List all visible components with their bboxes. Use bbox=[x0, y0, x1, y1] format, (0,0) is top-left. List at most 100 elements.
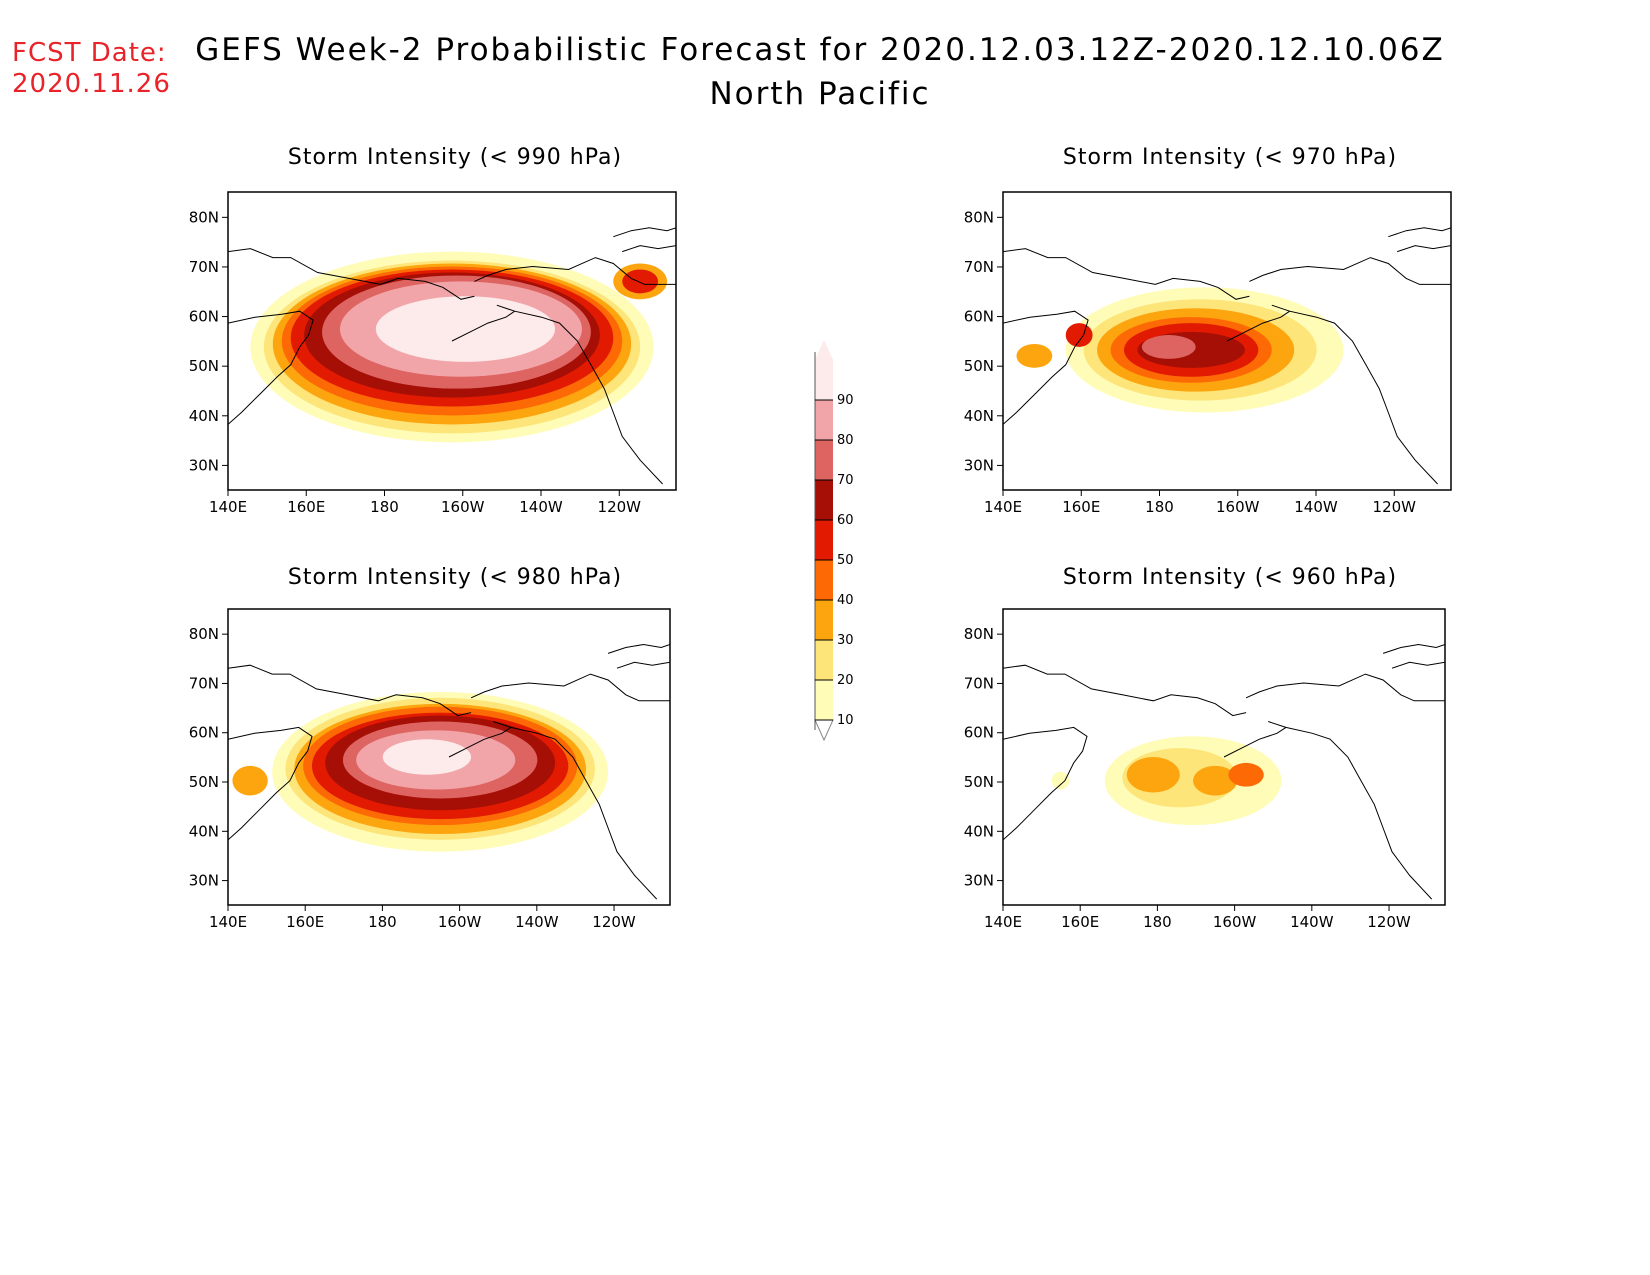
probability-shading bbox=[1016, 287, 1344, 413]
lat-tick-label: 70N bbox=[189, 258, 219, 276]
map-frame bbox=[227, 191, 677, 491]
forecast-date-value: 2020.11.26 bbox=[12, 69, 171, 99]
map-frame bbox=[227, 608, 671, 906]
lat-tick-label: 50N bbox=[964, 357, 994, 375]
lon-tick-label: 160E bbox=[286, 913, 324, 931]
lon-tick-label: 140E bbox=[209, 498, 247, 516]
lat-tick-label: 40N bbox=[964, 822, 994, 840]
lat-tick-label: 30N bbox=[189, 456, 219, 474]
probability-contour bbox=[1126, 757, 1180, 793]
lon-tick-label: 140E bbox=[209, 913, 247, 931]
map-frame bbox=[1002, 608, 1446, 906]
lon-tick-label: 160W bbox=[1213, 913, 1257, 931]
lat-tick-label: 40N bbox=[964, 407, 994, 425]
lon-tick-label: 140E bbox=[984, 913, 1022, 931]
probability-contour bbox=[1051, 771, 1070, 790]
coastline-segment bbox=[228, 664, 472, 717]
colorbar-label: 40 bbox=[837, 593, 854, 608]
coastline bbox=[1003, 643, 1445, 900]
colorbar-label: 50 bbox=[837, 553, 854, 568]
probability-shading bbox=[1051, 736, 1282, 826]
colorbar-segment bbox=[815, 560, 833, 600]
lat-tick-label: 60N bbox=[964, 308, 994, 326]
lat-tick-label: 60N bbox=[189, 724, 219, 742]
lon-tick-label: 160W bbox=[441, 498, 485, 516]
coastline-segment bbox=[228, 726, 313, 841]
coastline-segment bbox=[1388, 227, 1451, 238]
panel-title-960: Storm Intensity (< 960 hPa) bbox=[1062, 565, 1398, 590]
map-plot-area: 140E 160E 180 160W 140W 120W 80N 70N 60N 50N 40N 30… bbox=[189, 191, 677, 516]
lon-tick-label: 140W bbox=[1294, 498, 1338, 516]
probability-contour bbox=[382, 739, 472, 775]
colorbar-segment bbox=[815, 640, 833, 680]
lat-tick-label: 70N bbox=[964, 674, 994, 692]
colorbar-segment bbox=[815, 680, 833, 720]
page-subtitle: North Pacific bbox=[709, 76, 931, 112]
lon-tick-label: 120W bbox=[1367, 913, 1411, 931]
coastline-segment bbox=[1249, 257, 1451, 285]
panel-title-970: Storm Intensity (< 970 hPa) bbox=[1062, 145, 1398, 170]
lon-tick-label: 120W bbox=[592, 913, 636, 931]
lon-tick-label: 160E bbox=[1061, 913, 1099, 931]
lon-tick-label: 180 bbox=[370, 498, 399, 516]
probability-contour bbox=[1065, 323, 1093, 347]
colorbar: 10 20 30 40 50 60 70 80 90 bbox=[814, 340, 854, 742]
coastline-segment bbox=[1268, 721, 1433, 900]
page-title: GEFS Week-2 Probabilistic Forecast for 2… bbox=[195, 32, 1445, 68]
map-plot-area: 140E 160E 180 160W 140W 120W 80N 70N 60N 50N 40N 30… bbox=[189, 608, 671, 931]
coastline-segment bbox=[1223, 726, 1287, 758]
map-frame bbox=[1002, 191, 1452, 491]
map-panel-990: 140E 160E 180 160W 140W 120W 80N 70N 60N 50N 40N 30… bbox=[189, 191, 677, 516]
forecast-date: FCST Date: 2020.11.26 bbox=[12, 38, 171, 100]
probability-contour bbox=[232, 765, 268, 796]
lat-tick-label: 40N bbox=[189, 822, 219, 840]
lat-tick-label: 50N bbox=[189, 357, 219, 375]
probability-contour bbox=[375, 296, 556, 362]
probability-contour bbox=[1228, 762, 1264, 787]
lon-tick-label: 140W bbox=[519, 498, 563, 516]
coastline bbox=[228, 227, 676, 485]
lon-tick-label: 160W bbox=[438, 913, 482, 931]
colorbar-label: 10 bbox=[837, 713, 854, 728]
coastline-segment bbox=[228, 310, 314, 425]
map-panel-980: 140E 160E 180 160W 140W 120W 80N 70N 60N 50N 40N 30… bbox=[189, 608, 671, 931]
colorbar-label: 20 bbox=[837, 673, 854, 688]
probability-contour bbox=[1016, 343, 1053, 368]
probability-shading bbox=[232, 691, 609, 852]
lat-tick-label: 70N bbox=[964, 258, 994, 276]
coastline-segment bbox=[470, 673, 670, 702]
lat-tick-label: 50N bbox=[189, 773, 219, 791]
lon-tick-label: 120W bbox=[598, 498, 642, 516]
lat-tick-label: 80N bbox=[189, 208, 219, 226]
colorbar-label: 30 bbox=[837, 633, 854, 648]
colorbar-label: 70 bbox=[837, 473, 854, 488]
map-panel-960: 140E 160E 180 160W 140W 120W 80N 70N 60N 50N 40N 30… bbox=[964, 608, 1446, 931]
lon-tick-label: 140E bbox=[984, 498, 1022, 516]
lat-tick-label: 30N bbox=[964, 456, 994, 474]
colorbar-label: 90 bbox=[837, 393, 854, 408]
coastline-segment bbox=[1003, 310, 1089, 425]
coastline-segment bbox=[1226, 310, 1290, 342]
coastline-segment bbox=[493, 721, 658, 900]
colorbar-bottom-cap bbox=[814, 719, 834, 742]
lon-tick-label: 140W bbox=[1290, 913, 1334, 931]
colorbar-segment bbox=[815, 360, 833, 400]
lon-tick-label: 120W bbox=[1373, 498, 1417, 516]
lon-tick-label: 140W bbox=[515, 913, 559, 931]
lon-tick-label: 180 bbox=[368, 913, 397, 931]
probability-contour bbox=[622, 269, 659, 294]
colorbar-segment bbox=[815, 440, 833, 480]
coastline-segment bbox=[1397, 245, 1451, 253]
coastline-segment bbox=[613, 227, 676, 238]
coastline-segment bbox=[1003, 664, 1247, 717]
coastline-segment bbox=[616, 661, 670, 669]
lat-tick-label: 60N bbox=[189, 308, 219, 326]
coastline-segment bbox=[1391, 661, 1445, 669]
lon-tick-label: 160W bbox=[1216, 498, 1260, 516]
coastline-segment bbox=[496, 304, 663, 485]
coastline-segment bbox=[451, 310, 515, 342]
coastline-segment bbox=[1245, 673, 1445, 702]
colorbar-segment bbox=[815, 600, 833, 640]
panel-title-990: Storm Intensity (< 990 hPa) bbox=[287, 145, 623, 170]
probability-contour bbox=[1193, 765, 1238, 796]
